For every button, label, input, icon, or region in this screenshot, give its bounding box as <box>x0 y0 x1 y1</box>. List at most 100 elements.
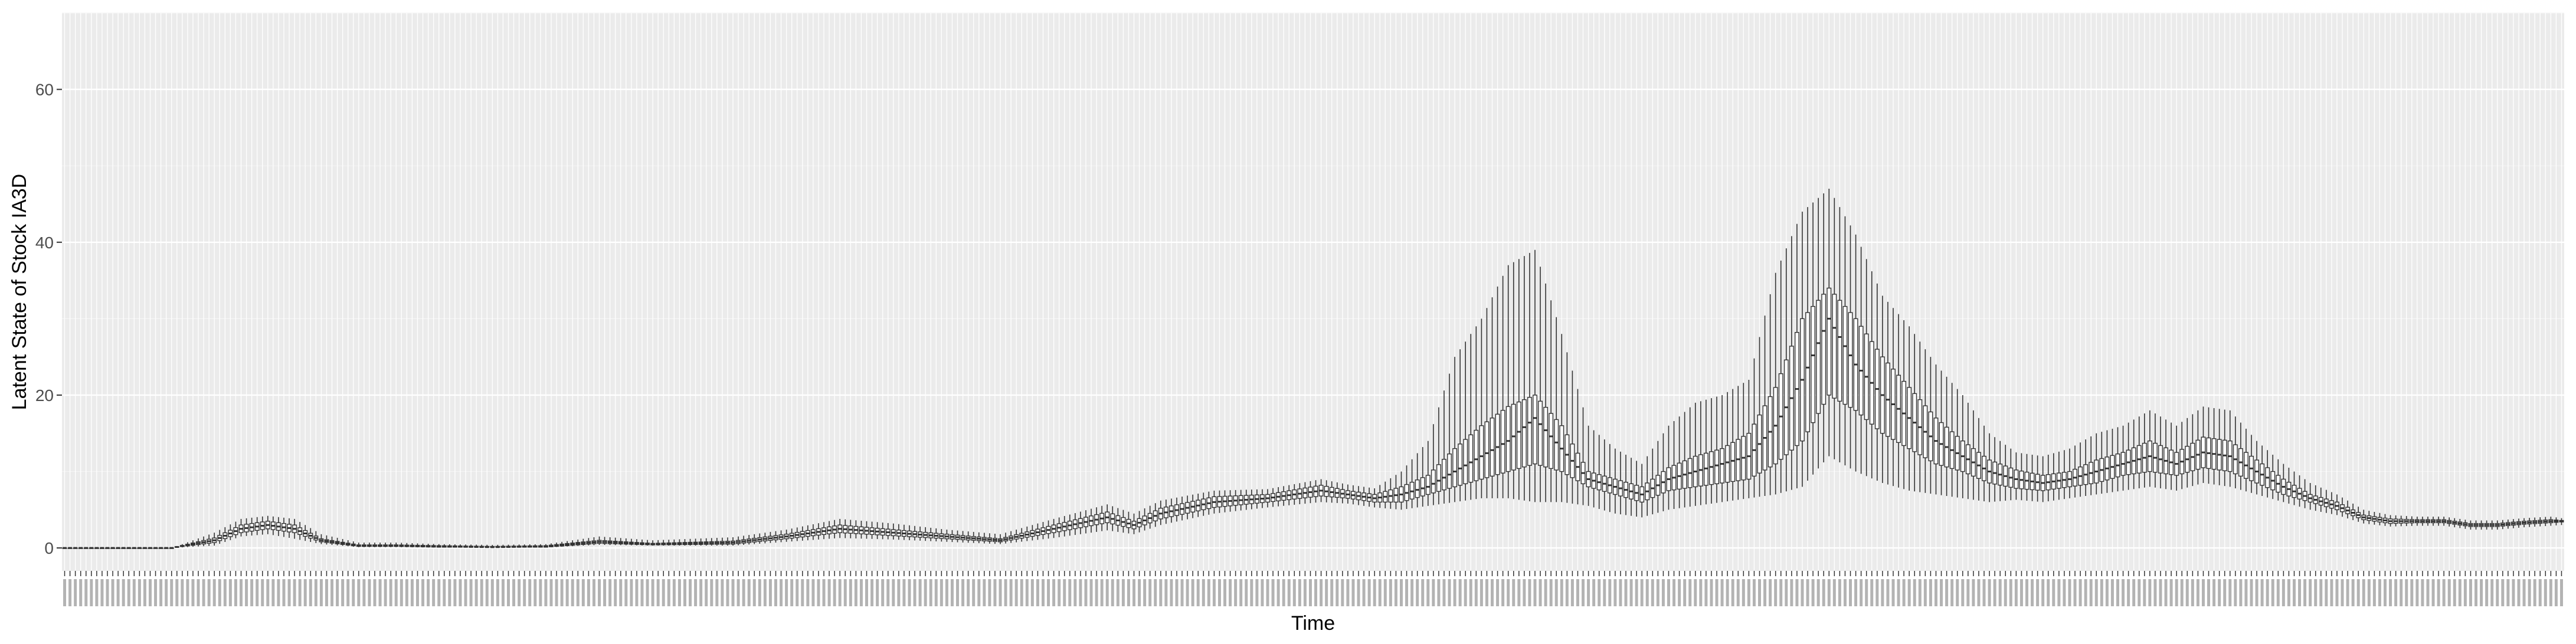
x-tick-label <box>1667 579 1670 606</box>
x-tick-label <box>1127 579 1130 606</box>
x-tick-label <box>598 579 601 606</box>
box <box>1596 435 1602 510</box>
box <box>859 520 864 539</box>
box <box>1383 481 1388 508</box>
x-tick-label <box>1014 579 1018 606</box>
x-tick-label <box>1148 579 1152 606</box>
box <box>378 543 383 547</box>
x-tick-label <box>2533 579 2536 606</box>
x-tick-label <box>1170 579 1173 606</box>
x-tick-label <box>1827 579 1831 606</box>
x-tick-label <box>2314 579 2318 606</box>
x-axis <box>63 571 2563 606</box>
x-tick-label <box>1223 579 1227 606</box>
x-tick-label <box>2549 579 2552 606</box>
box <box>762 533 768 544</box>
x-tick-label <box>2132 579 2136 606</box>
box <box>441 544 447 548</box>
box <box>1618 451 1623 515</box>
box <box>602 537 607 546</box>
box <box>1650 448 1655 515</box>
x-tick-label <box>314 579 318 606</box>
box <box>1612 448 1618 514</box>
box <box>928 527 934 541</box>
box <box>1708 398 1714 504</box>
x-tick-label <box>555 579 558 606</box>
x-tick-label <box>400 579 403 606</box>
x-tick-label <box>924 579 927 606</box>
box <box>1040 522 1046 540</box>
x-tick-label <box>1383 579 1387 606</box>
box <box>2307 482 2313 510</box>
x-tick-label <box>731 579 735 606</box>
x-tick-label <box>929 579 932 606</box>
x-tick-label <box>624 579 628 606</box>
box <box>516 544 522 548</box>
box <box>2323 489 2329 513</box>
box <box>282 517 286 537</box>
x-tick-label <box>100 579 104 606</box>
box-body <box>1708 451 1714 485</box>
box <box>474 544 479 548</box>
x-tick-label <box>1715 579 1719 606</box>
x-tick-label <box>148 579 152 606</box>
box <box>2152 413 2158 488</box>
x-tick-label <box>1613 579 1617 606</box>
box <box>2329 492 2334 514</box>
box-body <box>1549 413 1554 469</box>
x-tick-label <box>165 579 168 606</box>
box <box>2163 419 2169 489</box>
x-tick-label <box>1603 579 1606 606</box>
x-tick-label <box>207 579 211 606</box>
x-tick-label <box>336 579 339 606</box>
x-tick-label <box>2437 579 2440 606</box>
box <box>1837 207 1842 462</box>
x-tick-label <box>2260 579 2264 606</box>
x-tick-label <box>1351 579 1355 606</box>
x-tick-label <box>886 579 890 606</box>
x-tick-label <box>1079 579 1082 606</box>
x-tick-label <box>181 579 184 606</box>
x-tick-label <box>993 579 997 606</box>
box <box>1858 247 1864 474</box>
box <box>1484 308 1490 498</box>
x-tick-label <box>785 579 788 606</box>
box <box>1693 402 1698 506</box>
x-tick-label <box>1929 579 1932 606</box>
x-tick-label <box>474 579 478 606</box>
box <box>2008 448 2014 501</box>
x-tick-label <box>2234 579 2237 606</box>
box <box>1350 485 1356 505</box>
box <box>731 537 735 546</box>
box <box>1816 198 1821 469</box>
x-tick-label <box>368 579 371 606</box>
box <box>559 541 565 547</box>
x-tick-label <box>448 579 451 606</box>
x-tick-label <box>1811 579 1815 606</box>
x-tick-label <box>918 579 922 606</box>
x-tick-label <box>1453 579 1456 606</box>
box <box>1318 479 1324 502</box>
x-tick-label <box>1357 579 1360 606</box>
box <box>1976 418 1981 501</box>
x-tick-label <box>2089 579 2093 606</box>
x-tick-label <box>2201 579 2205 606</box>
box-body <box>1452 448 1458 488</box>
x-tick-label <box>1539 579 1542 606</box>
x-tick-label <box>2554 579 2558 606</box>
box <box>709 538 714 546</box>
box <box>410 543 415 548</box>
x-tick-label <box>768 579 772 606</box>
x-tick-label <box>1341 579 1344 606</box>
x-tick-label <box>2356 579 2360 606</box>
box <box>228 524 233 540</box>
x-tick-label <box>1068 579 1072 606</box>
box <box>2351 503 2356 520</box>
x-tick-label <box>1041 579 1045 606</box>
y-tick-label: 60 <box>35 81 54 99</box>
x-tick-label <box>913 579 917 606</box>
y-tick-label: 40 <box>35 234 54 252</box>
box <box>1634 461 1639 517</box>
x-tick-label <box>2309 579 2312 606</box>
box <box>2495 520 2500 530</box>
